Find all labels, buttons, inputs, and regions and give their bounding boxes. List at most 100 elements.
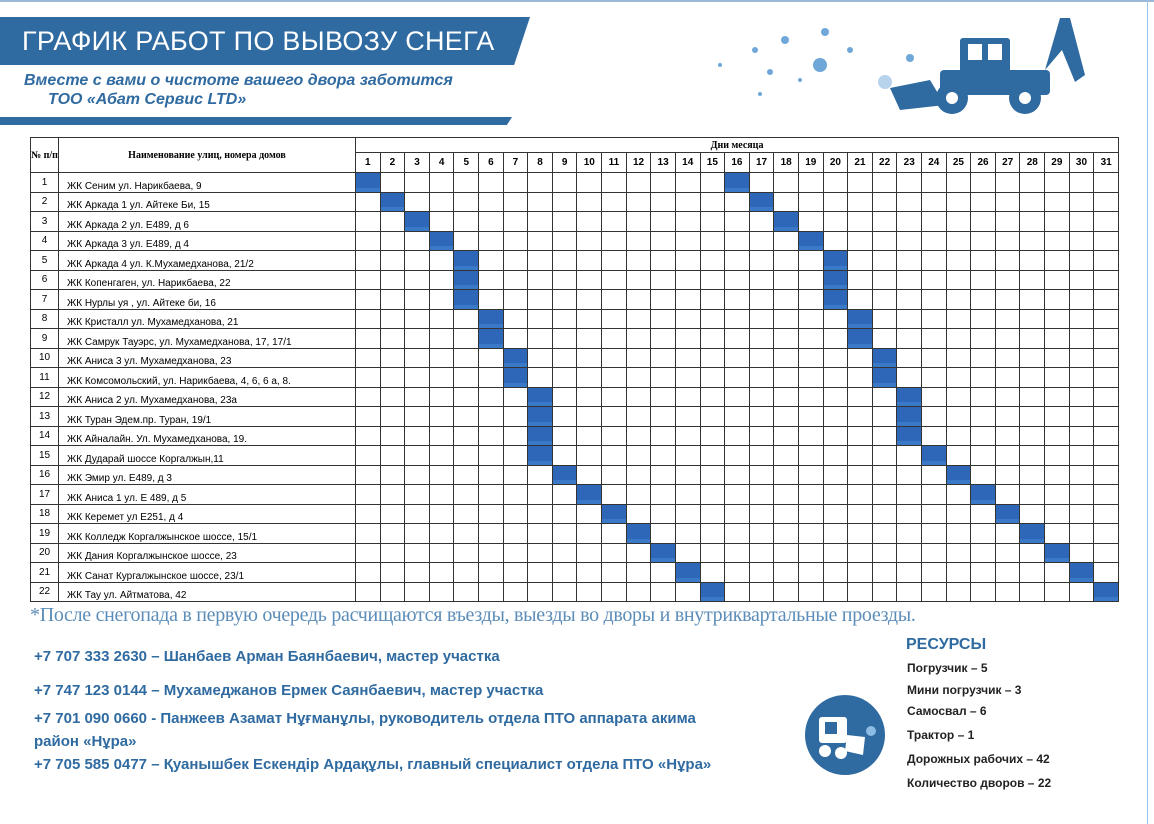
day-cell: [970, 211, 996, 232]
day-cell: [896, 289, 923, 310]
scheduled-day-cell: [576, 484, 603, 505]
day-cell: [1068, 191, 1095, 212]
day-cell: [355, 464, 381, 485]
day-cell: [871, 386, 898, 407]
day-cell: [896, 523, 923, 544]
day-cell: [502, 250, 529, 271]
day-cell: [527, 250, 553, 271]
day-cell: [601, 523, 627, 544]
day-cell: [625, 250, 652, 271]
day-cell: [478, 172, 504, 193]
scheduled-day-cell: [699, 581, 726, 602]
day-cell: [699, 308, 726, 329]
day-cell: [576, 503, 603, 524]
day-cell: [724, 523, 750, 544]
row-number: 1: [30, 172, 59, 193]
day-cell: [502, 211, 529, 232]
day-cell: [650, 562, 676, 583]
table-row: 15 ЖК Дударай шоссе Коргалжын,11: [30, 445, 1120, 466]
day-cell: [1093, 308, 1120, 329]
day-cell: [1019, 386, 1046, 407]
day-cell: [1093, 425, 1120, 446]
day-cell: [1019, 581, 1046, 602]
day-cell: [945, 484, 972, 505]
day-cell: [748, 406, 775, 427]
day-cell: [428, 367, 455, 388]
day-cell: [502, 386, 529, 407]
day-cell: [945, 542, 972, 563]
day-cell: [748, 328, 775, 349]
row-number: 18: [30, 503, 59, 524]
scheduled-day-cell: [650, 542, 676, 563]
day-cell: [502, 484, 529, 505]
day-cell: [527, 367, 553, 388]
table-row: 13 ЖК Туран Эдем.пр. Туран, 19/1: [30, 406, 1120, 427]
day-cell: [625, 562, 652, 583]
day-cell: [994, 367, 1021, 388]
day-cell: [822, 406, 849, 427]
day-cell: [945, 425, 972, 446]
day-cell: [945, 289, 972, 310]
day-cell: [945, 347, 972, 368]
day-cell: [822, 211, 849, 232]
row-number: 10: [30, 347, 59, 368]
day-cell: [921, 562, 947, 583]
day-cell: [994, 289, 1021, 310]
day-cell: [1093, 542, 1120, 563]
title-banner: ГРАФИК РАБОТ ПО ВЫВОЗУ СНЕГА: [0, 17, 530, 65]
table-row: 8 ЖК Кристалл ул. Мухамедханова, 21: [30, 308, 1120, 329]
day-cell: [355, 562, 381, 583]
day-cell: [674, 289, 701, 310]
day-cell: [724, 269, 750, 290]
day-cell: [551, 269, 578, 290]
col-number-header: № п/п: [30, 137, 59, 173]
day-cell: [871, 425, 898, 446]
day-cell: [994, 191, 1021, 212]
table-row: 9 ЖК Самрук Тауэрс, ул. Мухамедханова, 17…: [30, 328, 1120, 349]
day-cell: [699, 386, 726, 407]
day-cell: [896, 230, 923, 251]
day-cell: [970, 503, 996, 524]
day-cell: [428, 172, 455, 193]
day-header: 29: [1044, 152, 1070, 173]
day-cell: [847, 386, 873, 407]
day-cell: [699, 347, 726, 368]
day-cell: [724, 484, 750, 505]
day-header: 6: [478, 152, 504, 173]
day-cell: [847, 581, 873, 602]
day-cell: [847, 367, 873, 388]
day-cell: [674, 503, 701, 524]
day-cell: [601, 230, 627, 251]
day-cell: [551, 230, 578, 251]
day-cell: [478, 581, 504, 602]
day-cell: [650, 503, 676, 524]
day-cell: [453, 191, 480, 212]
day-cell: [797, 211, 824, 232]
scheduled-day-cell: [674, 562, 701, 583]
street-name: ЖК Копенгаген, ул. Нарикбаева, 22: [58, 269, 356, 290]
row-number: 6: [30, 269, 59, 290]
day-cell: [797, 445, 824, 466]
day-cell: [650, 250, 676, 271]
day-cell: [797, 542, 824, 563]
day-cell: [994, 250, 1021, 271]
street-name: ЖК Аркада 4 ул. К.Мухамедханова, 21/2: [58, 250, 356, 271]
day-cell: [699, 172, 726, 193]
day-cell: [896, 581, 923, 602]
day-cell: [921, 172, 947, 193]
schedule-table: № п/п Наименование улиц, номера домов Дн…: [30, 137, 1120, 602]
day-cell: [1068, 347, 1095, 368]
day-cell: [551, 328, 578, 349]
day-cell: [871, 406, 898, 427]
day-cell: [674, 386, 701, 407]
day-cell: [945, 503, 972, 524]
day-cell: [650, 328, 676, 349]
day-cell: [379, 172, 406, 193]
day-cell: [404, 425, 430, 446]
day-cell: [871, 562, 898, 583]
scheduled-day-cell: [896, 425, 923, 446]
day-cell: [994, 328, 1021, 349]
row-number: 13: [30, 406, 59, 427]
day-cell: [404, 562, 430, 583]
day-header: 27: [994, 152, 1021, 173]
